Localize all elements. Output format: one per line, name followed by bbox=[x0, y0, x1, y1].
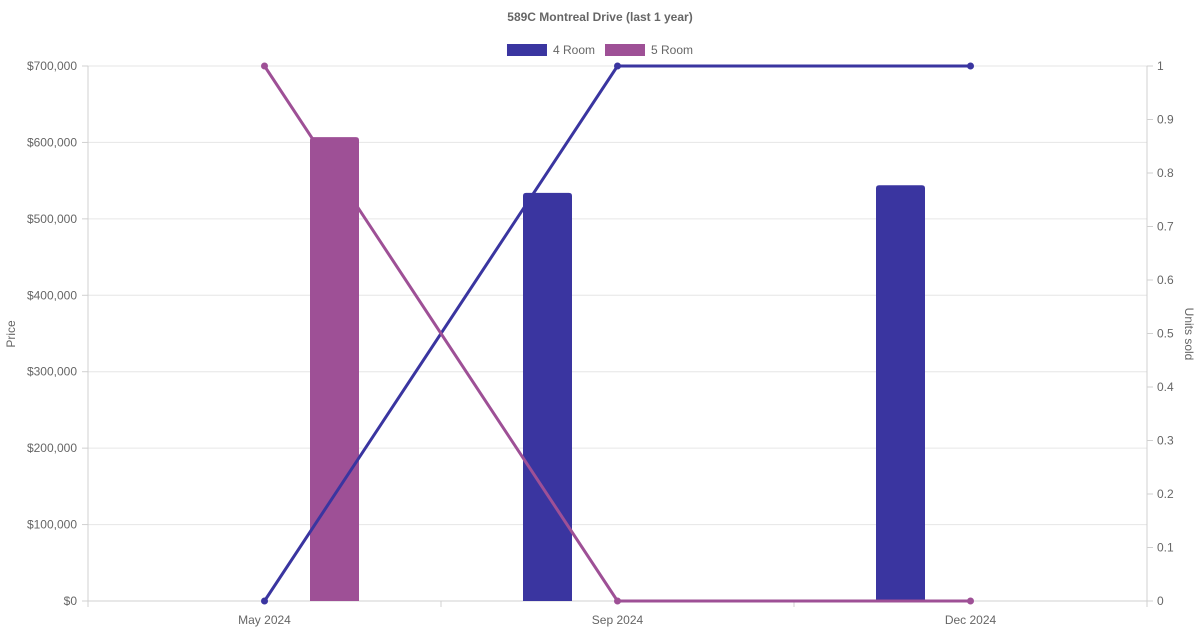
bar-4-room-sep-2024[interactable] bbox=[523, 192, 572, 601]
x-tick-label: May 2024 bbox=[238, 613, 291, 627]
bar-4-room-dec-2024[interactable] bbox=[876, 185, 925, 601]
right-y-axis: 0 0.1 0.2 0.3 0.4 0.5 0.6 0.7 0.8 0.9 1 bbox=[1146, 59, 1174, 608]
point-4-room-dec-2024[interactable] bbox=[967, 62, 974, 70]
legend-label: 4 Room bbox=[553, 43, 595, 57]
left-tick-label: $0 bbox=[64, 594, 78, 608]
bars[interactable] bbox=[310, 137, 925, 602]
right-axis-title: Units sold bbox=[1182, 308, 1196, 361]
point-4-room-sep-2024[interactable] bbox=[614, 62, 621, 70]
left-tick-label: $300,000 bbox=[27, 365, 77, 379]
right-tick-label: 0.3 bbox=[1157, 434, 1174, 448]
right-tick-label: 0.9 bbox=[1157, 113, 1174, 127]
line-5-room[interactable] bbox=[263, 65, 971, 603]
point-5-room-dec-2024[interactable] bbox=[967, 597, 974, 605]
left-tick-label: $700,000 bbox=[27, 59, 77, 73]
legend-swatch bbox=[506, 44, 547, 56]
line-4-room[interactable] bbox=[263, 64, 971, 602]
x-tick-label: Dec 2024 bbox=[945, 613, 997, 627]
legend-swatch bbox=[605, 44, 645, 56]
left-axis-title: Price bbox=[4, 320, 18, 348]
legend-item-5-room[interactable]: 5 Room bbox=[605, 43, 693, 57]
legend[interactable]: 4 Room 5 Room bbox=[506, 43, 693, 57]
grid-lines bbox=[88, 65, 1147, 602]
left-tick-label: $400,000 bbox=[27, 288, 77, 302]
right-tick-label: 0.1 bbox=[1157, 541, 1174, 555]
right-tick-label: 0.6 bbox=[1157, 273, 1174, 287]
point-5-room-may-2024[interactable] bbox=[261, 62, 268, 70]
left-tick-label: $500,000 bbox=[27, 212, 77, 226]
legend-label: 5 Room bbox=[651, 43, 693, 57]
left-tick-label: $100,000 bbox=[27, 518, 77, 532]
chart-title: 589C Montreal Drive (last 1 year) bbox=[507, 10, 692, 24]
right-tick-label: 0.5 bbox=[1157, 327, 1174, 341]
right-tick-label: 0 bbox=[1157, 594, 1164, 608]
point-4-room-may-2024[interactable] bbox=[261, 597, 268, 605]
x-tick-label: Sep 2024 bbox=[592, 613, 644, 627]
left-y-axis: $0 $100,000 $200,000 $300,000 $400,000 $500,0… bbox=[27, 59, 89, 608]
bar-5-room-may-2024[interactable] bbox=[310, 137, 359, 602]
point-5-room-sep-2024[interactable] bbox=[614, 597, 621, 605]
legend-item-4-room[interactable]: 4 Room bbox=[506, 43, 595, 57]
right-tick-label: 0.7 bbox=[1157, 220, 1174, 234]
lines[interactable] bbox=[261, 62, 974, 605]
left-tick-label: $600,000 bbox=[27, 135, 77, 149]
right-tick-label: 1 bbox=[1157, 59, 1164, 73]
right-tick-label: 0.2 bbox=[1157, 487, 1174, 501]
right-tick-label: 0.8 bbox=[1157, 166, 1174, 180]
x-axis: May 2024 Sep 2024 Dec 2024 bbox=[87, 600, 1148, 627]
left-tick-label: $200,000 bbox=[27, 441, 77, 455]
right-tick-label: 0.4 bbox=[1157, 380, 1174, 394]
